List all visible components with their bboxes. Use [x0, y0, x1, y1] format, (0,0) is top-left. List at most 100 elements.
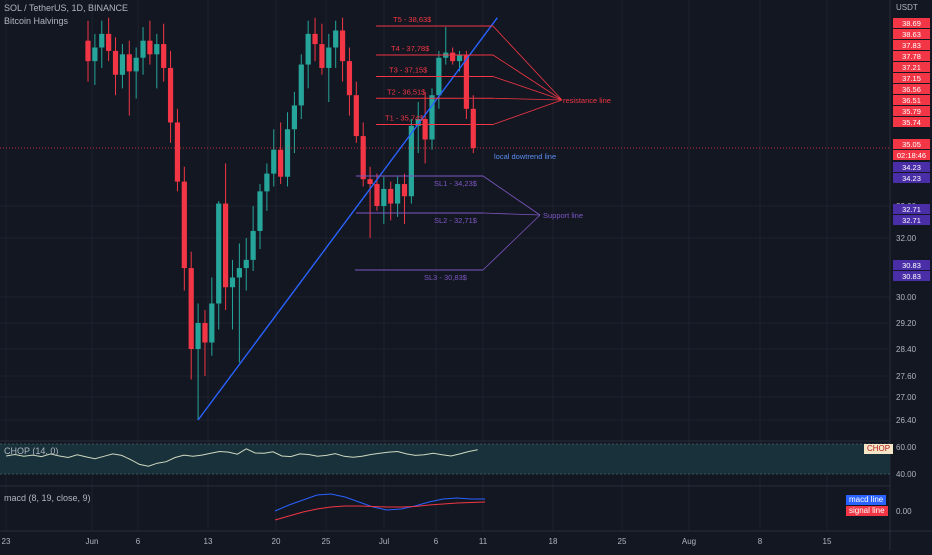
price-label-box — [893, 51, 930, 61]
candle-body — [174, 122, 181, 182]
macd-line-tag: macd line — [846, 495, 887, 505]
target-label: T2 - 36,51$ — [387, 87, 426, 96]
candle-body — [264, 173, 270, 192]
price-label: 02:18:46 — [897, 151, 926, 160]
price-label: 35.74 — [902, 118, 921, 127]
candle-body — [271, 149, 277, 174]
time-tick: 20 — [272, 537, 281, 546]
candle-body — [181, 181, 187, 269]
candle-body — [92, 47, 98, 62]
candle-body — [147, 40, 153, 55]
target-label: T5 - 38,63$ — [393, 15, 432, 24]
price-label-box — [893, 95, 930, 105]
signal-line-tag: signal line — [846, 506, 888, 516]
candle-body — [223, 203, 229, 288]
price-tick: 28.40 — [896, 345, 917, 354]
candle-body — [367, 179, 373, 185]
price-label-box — [893, 215, 930, 225]
price-label-box — [893, 139, 930, 149]
resistance-pointer — [492, 54, 563, 101]
candle-body — [284, 129, 291, 177]
support-pointer — [482, 175, 541, 216]
candle-body — [278, 149, 284, 177]
target-label: T3 - 37,15$ — [389, 65, 428, 74]
price-tick: 26.40 — [896, 416, 917, 425]
candle-body — [188, 268, 194, 349]
price-tick: 29.20 — [896, 319, 917, 328]
candle-body — [450, 52, 456, 62]
price-label-box — [893, 62, 930, 72]
candle-body — [312, 33, 318, 45]
price-label: 36.51 — [902, 96, 921, 105]
candle-body — [305, 33, 311, 65]
candle-body — [202, 323, 208, 343]
support-label: SL2 - 32,71$ — [434, 216, 478, 225]
price-label-box — [893, 173, 930, 183]
candle-body — [140, 40, 146, 58]
time-tick: 23 — [2, 537, 11, 546]
price-label: 35.05 — [902, 140, 921, 149]
axes: 33.0032.0031.0030.0029.2028.4027.6027.00… — [2, 18, 930, 546]
chop-tick: 60.00 — [896, 443, 917, 452]
price-label-box — [893, 150, 930, 160]
candle-body — [85, 40, 91, 62]
target-label: T1 - 35,74$ — [385, 113, 424, 122]
time-tick: 11 — [479, 537, 488, 546]
price-tick: 27.60 — [896, 372, 917, 381]
candle-body — [333, 30, 339, 48]
price-label: 38.69 — [902, 19, 921, 28]
candle-body — [319, 44, 325, 68]
candle-body — [99, 33, 105, 48]
price-label: 32.71 — [902, 205, 921, 214]
price-label-box — [893, 271, 930, 281]
chop-line — [5, 448, 478, 467]
target-label: T4 - 37,78$ — [391, 44, 430, 53]
time-tick: 18 — [549, 537, 558, 546]
price-label: 37.83 — [902, 41, 921, 50]
candle-body — [250, 230, 256, 260]
time-tick: Jun — [86, 537, 99, 546]
price-label: 36.56 — [902, 85, 921, 94]
resistance-pointer — [492, 97, 563, 101]
macd-line — [274, 493, 485, 512]
price-label-box — [893, 18, 930, 28]
time-tick: Jul — [379, 537, 389, 546]
candle-body — [422, 119, 428, 140]
price-label: 37.78 — [902, 52, 921, 61]
candle-body — [119, 54, 125, 75]
resistance-pointer — [492, 25, 563, 101]
trend-line-label: local dowtrend line — [494, 152, 556, 161]
support-label: SL3 - 30,83$ — [424, 273, 468, 282]
price-tick: 32.00 — [896, 234, 917, 243]
halvings-indicator-label: Bitcoin Halvings — [4, 16, 69, 26]
trend-line — [197, 17, 498, 421]
price-label-box — [893, 73, 930, 83]
price-label-box — [893, 106, 930, 116]
time-tick: 6 — [136, 537, 141, 546]
chop-band — [0, 444, 890, 474]
time-tick: 6 — [434, 537, 439, 546]
candle-body — [326, 47, 332, 68]
candle-body — [154, 44, 160, 55]
chop-title: CHOP (14, 0) — [4, 446, 59, 456]
price-tick: 27.00 — [896, 393, 917, 402]
candle-body — [126, 54, 132, 72]
price-label: 37.21 — [902, 63, 921, 72]
chop-tag: CHOP — [864, 444, 894, 454]
resistance-label: resistance line — [563, 96, 611, 105]
price-label-box — [893, 204, 930, 214]
candle-body — [381, 188, 387, 206]
price-label-box — [893, 29, 930, 39]
candle-body — [429, 95, 435, 140]
support-pointer — [482, 212, 541, 216]
candle-body — [229, 277, 236, 288]
price-label: 34.23 — [902, 174, 921, 183]
resistance-pointer — [492, 76, 563, 101]
indicator-panes — [0, 443, 890, 521]
candle-body — [291, 105, 297, 130]
signal-line — [274, 501, 486, 521]
candle-body — [167, 67, 174, 123]
